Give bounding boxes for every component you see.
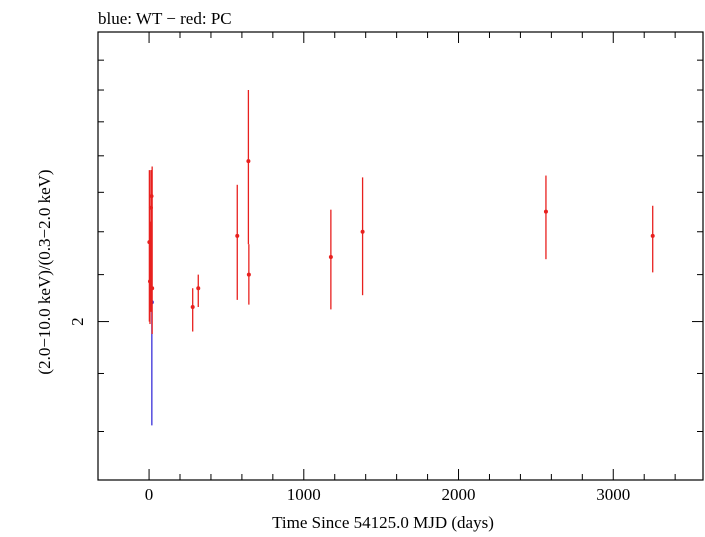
data-point — [150, 286, 155, 291]
data-point — [543, 209, 548, 214]
x-tick-label: 1000 — [287, 485, 321, 504]
series-pc — [147, 90, 655, 335]
data-point — [650, 233, 655, 238]
data-point — [196, 286, 201, 291]
chart-title: blue: WT − red: PC — [98, 9, 232, 28]
data-point — [328, 255, 333, 260]
y-tick-label: 2 — [68, 317, 87, 326]
y-axis-title: (2.0−10.0 keV)/(0.3−2.0 keV) — [35, 169, 54, 374]
data-point — [360, 229, 365, 234]
x-axis-title: Time Since 54125.0 MJD (days) — [272, 513, 494, 532]
data-point — [246, 272, 251, 277]
x-tick-label: 0 — [145, 485, 154, 504]
x-tick-label: 2000 — [442, 485, 476, 504]
data-point — [246, 159, 251, 164]
plot-frame — [97, 31, 704, 481]
tick-layer: 0 1000 2000 3000 2 — [68, 32, 703, 504]
x-tick-label: 3000 — [596, 485, 630, 504]
data-point — [190, 305, 195, 310]
data-point — [235, 233, 240, 238]
series-layer — [147, 90, 655, 426]
